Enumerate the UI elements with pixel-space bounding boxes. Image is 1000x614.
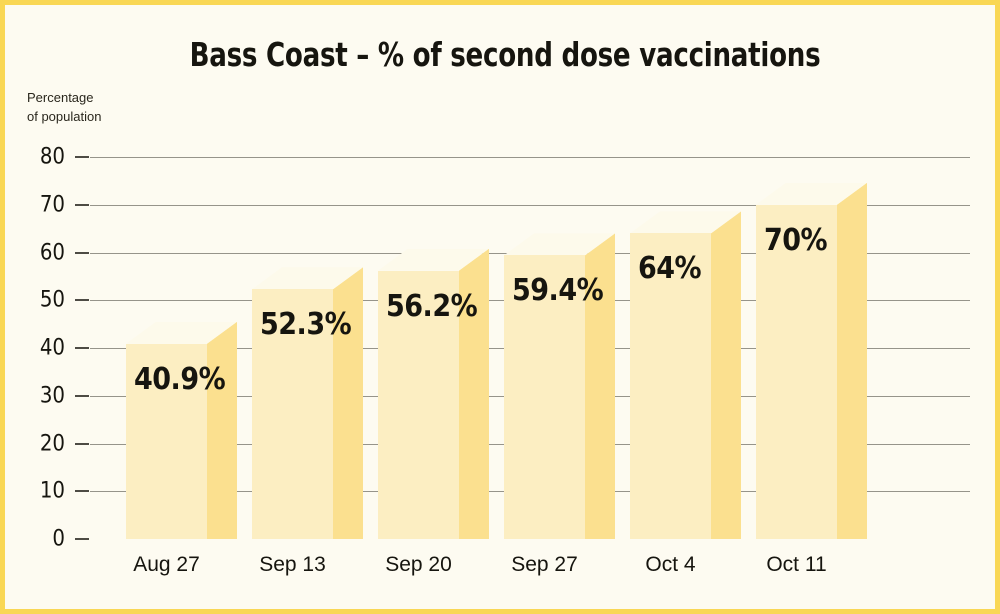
x-axis-tick-label: Sep 27 xyxy=(511,553,578,576)
bar[interactable] xyxy=(504,233,615,539)
y-axis-tick-mark xyxy=(75,251,89,254)
bar-front-face xyxy=(756,204,837,539)
bar-value-label: 52.3% xyxy=(260,307,352,343)
y-axis-tick-label: 10 xyxy=(39,478,65,504)
bar-front-face xyxy=(504,255,585,539)
bar-value-label: 40.9% xyxy=(134,361,226,397)
y-axis-tick-mark xyxy=(75,156,89,158)
plot-area: 0 10 20 30 40 50 60 70 80 40.9% Aug 27 52.3% Sep 13 5… xyxy=(5,5,995,609)
y-axis-tick-label: 50 xyxy=(39,287,65,313)
y-axis-tick-mark xyxy=(75,490,89,493)
x-axis-tick-label: Sep 20 xyxy=(385,553,452,576)
x-axis-tick-label: Sep 13 xyxy=(259,553,326,576)
bar[interactable] xyxy=(630,211,741,539)
bar-top-face xyxy=(756,182,867,205)
bar[interactable] xyxy=(252,267,363,539)
bar-value-label: 59.4% xyxy=(512,273,604,309)
bar-front-face xyxy=(252,289,333,539)
y-axis-tick-mark xyxy=(75,299,89,302)
bar-value-label: 64% xyxy=(638,251,702,287)
bar-side-face xyxy=(333,267,363,539)
y-axis-tick-mark xyxy=(75,442,89,445)
y-axis-tick-label: 70 xyxy=(39,192,65,218)
y-axis-tick-label: 20 xyxy=(39,431,65,456)
y-axis-tick-mark xyxy=(75,538,89,540)
bar-top-face xyxy=(252,267,363,290)
y-axis-tick-label: 40 xyxy=(39,335,65,361)
bar-side-face xyxy=(711,211,741,539)
bar-front-face xyxy=(378,270,459,539)
y-axis-tick-label: 60 xyxy=(39,240,65,265)
bar[interactable] xyxy=(126,321,237,539)
bar-top-face xyxy=(504,233,615,256)
x-axis-tick-label: Oct 11 xyxy=(766,553,827,576)
bar-top-face xyxy=(378,248,489,271)
y-axis-tick-mark xyxy=(75,394,89,397)
bar-value-label: 70% xyxy=(764,222,828,258)
x-axis-tick-label: Oct 4 xyxy=(645,553,696,576)
bar-side-face xyxy=(837,182,867,539)
y-axis-tick-mark xyxy=(75,347,89,349)
y-axis-tick-label: 30 xyxy=(39,383,65,409)
bar-top-face xyxy=(126,321,237,344)
bar-top-face xyxy=(630,211,741,234)
bar-side-face xyxy=(459,248,489,539)
y-axis-title-line-1: Percentage xyxy=(27,90,94,105)
bar-side-face xyxy=(207,321,237,539)
bar-front-face xyxy=(126,343,207,539)
gridline xyxy=(90,157,970,158)
bar-side-face xyxy=(585,233,615,539)
y-axis-tick-label: 80 xyxy=(39,144,65,170)
y-axis-title: Percentage of population xyxy=(27,89,147,127)
y-axis-tick-label: 0 xyxy=(52,526,65,552)
bar-front-face xyxy=(630,233,711,539)
y-axis-title-line-2: of population xyxy=(27,108,102,124)
y-axis-tick-mark xyxy=(75,203,89,206)
x-axis-tick-label: Aug 27 xyxy=(133,553,200,576)
bar[interactable] xyxy=(378,248,489,539)
gridline xyxy=(90,204,970,206)
bar[interactable] xyxy=(756,182,867,539)
bar-value-label: 56.2% xyxy=(386,288,478,324)
chart-title: Bass Coast – % of second dose vaccinatio… xyxy=(189,35,821,74)
